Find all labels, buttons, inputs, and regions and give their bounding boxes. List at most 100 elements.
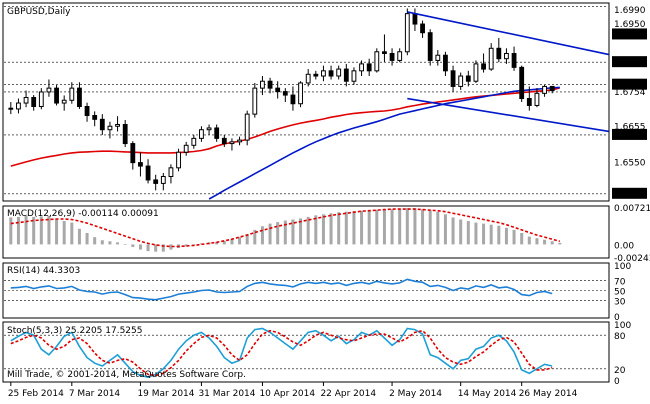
macd-bar [32, 216, 36, 245]
candle-body [458, 75, 464, 87]
macd-bar [245, 234, 249, 245]
rsi-tick: 30 [614, 298, 626, 308]
macd-plot [9, 208, 562, 252]
candle-body [145, 165, 151, 181]
candle-body [313, 73, 319, 77]
macd-bar [360, 210, 364, 245]
candle-body [450, 70, 456, 87]
macd-bar [93, 237, 97, 245]
stoch-tick: 0 [614, 377, 620, 387]
macd-bar [70, 222, 74, 245]
macd-bar [116, 242, 120, 245]
trend-line [407, 97, 610, 133]
candle-body [359, 63, 364, 72]
candle-body [38, 91, 44, 108]
candle-body [54, 87, 59, 104]
macd-bar [268, 223, 272, 245]
candle-body [130, 143, 136, 164]
macd-bar [398, 208, 402, 245]
moving-average-line [10, 87, 561, 167]
macd-bar [527, 236, 531, 245]
macd-pane [2, 205, 610, 259]
candle-body [366, 63, 372, 72]
time-label: 26 May 2014 [519, 389, 578, 399]
price-tag-label: 1.6950 [614, 20, 646, 30]
macd-bar [497, 225, 501, 245]
price-tag-label: 1.6754 [614, 88, 646, 98]
time-label: 22 Apr 2014 [320, 389, 376, 399]
price-tag-box [612, 28, 647, 40]
price-tag-box [612, 56, 647, 68]
candle-body [542, 85, 547, 94]
price-tag-label: 1.6775 [614, 81, 646, 91]
trend-line [407, 11, 610, 56]
stoch-tick: 80 [614, 332, 626, 342]
candle-body [298, 82, 303, 105]
candle-body [275, 87, 281, 93]
candle-body [115, 124, 120, 127]
macd-bar [421, 209, 425, 245]
candle-body [420, 23, 425, 34]
candle-body [122, 124, 128, 145]
price-tag-label: 1.6920 [614, 30, 646, 40]
candle-body [404, 13, 410, 53]
macd-bar [558, 242, 562, 245]
candle-body [412, 13, 418, 25]
candle-body [69, 87, 75, 101]
candle-body [267, 80, 273, 89]
rsi-tick: 0 [614, 313, 620, 323]
candle-body [382, 51, 387, 54]
candle-body [496, 47, 502, 60]
macd-bar [535, 238, 539, 245]
macd-bar [451, 217, 455, 245]
macd-bar [314, 215, 318, 245]
rsi-plot [4, 278, 608, 302]
candle-body [138, 162, 143, 167]
macd-bar [222, 240, 226, 245]
candle-body [260, 80, 265, 89]
time-label: 10 Apr 2014 [259, 389, 315, 399]
candle-body [252, 87, 258, 115]
candle-body [488, 47, 494, 70]
macd-bar [85, 232, 89, 245]
macd-bar [62, 221, 66, 245]
candle-body [328, 70, 334, 77]
price-tag-box [612, 78, 647, 90]
macd-bar [276, 222, 280, 245]
macd-bar [390, 209, 394, 245]
footer-copyright: Mill Trade, © 2001-2014, MetaQuotes Soft… [7, 370, 246, 380]
candle-body [427, 32, 433, 61]
time-axis: 25 Feb 2014 7 Mar 2014 19 Mar 2014 31 Mar 2… [8, 382, 578, 399]
macd-bar [291, 219, 295, 245]
candle-body [99, 118, 105, 131]
candle-body [504, 53, 509, 60]
candle-body [549, 85, 555, 92]
macd-bar [299, 218, 303, 245]
macd-bar [161, 244, 165, 252]
macd-bar [230, 239, 234, 245]
macd-bar [100, 240, 104, 245]
macd-bar [550, 241, 554, 245]
chart-title: GBPUSD,Daily [7, 7, 71, 17]
macd-bar [108, 241, 112, 245]
macd-bar [131, 244, 135, 247]
candle-body [92, 115, 98, 120]
price-tag-label: 1.6655 [614, 122, 646, 132]
candle-body [183, 144, 189, 153]
candle-body [465, 75, 471, 82]
candle-body [237, 139, 242, 143]
candle-body [244, 113, 250, 141]
macd-bar [489, 224, 493, 245]
macd-bar [443, 214, 447, 245]
candle-body [351, 70, 357, 82]
candle-body [221, 137, 227, 145]
stoch-tick: 100 [614, 321, 631, 331]
candle-body [77, 87, 82, 108]
macd-bar [238, 237, 242, 245]
stoch-label: Stoch(5,3,3) 25.2205 17.5255 [7, 326, 142, 336]
macd-bar [352, 211, 356, 245]
candle-body [435, 54, 441, 61]
